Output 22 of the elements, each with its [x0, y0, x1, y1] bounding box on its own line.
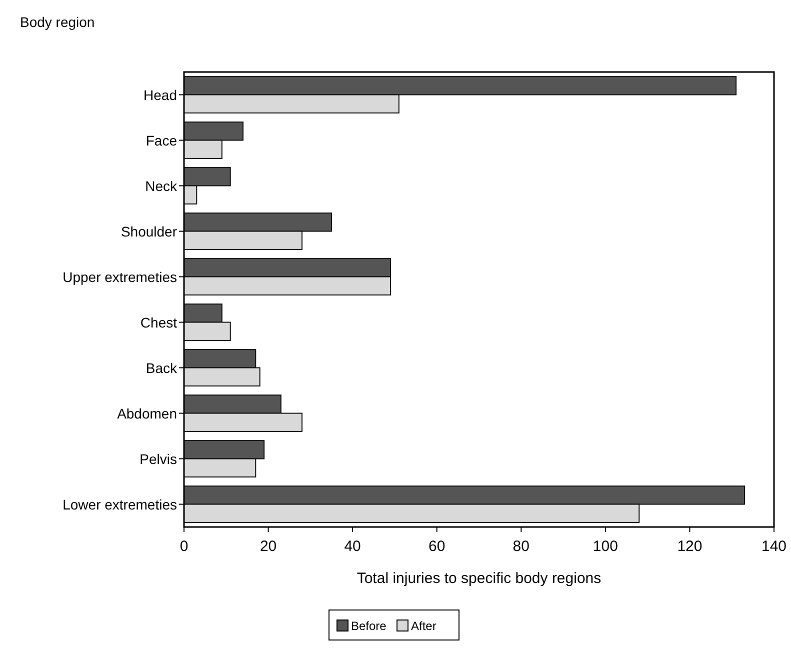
legend-label: Before: [351, 619, 387, 633]
y-tick-label: Upper extremeties: [62, 268, 177, 285]
y-tick-label: Shoulder: [120, 223, 178, 240]
x-tick-label: 60: [428, 538, 446, 555]
x-tick-label: 40: [344, 538, 361, 555]
y-tick-label: Pelvis: [140, 450, 177, 467]
x-tick-label: 0: [180, 538, 188, 555]
y-tick-label: Neck: [145, 178, 178, 194]
y-tick-label: Head: [144, 86, 177, 103]
y-tick-label: Abdomen: [117, 405, 177, 422]
y-axis-title: Body region: [20, 14, 95, 30]
x-axis-title: Total injuries to specific body regions: [356, 570, 602, 587]
x-tick-label: 120: [677, 538, 702, 555]
y-tick-label: Chest: [140, 314, 178, 330]
y-tick-label: Face: [146, 132, 178, 148]
legend-label: After: [411, 619, 436, 633]
x-tick-label: 20: [260, 538, 277, 555]
y-tick-label: Lower extremeties: [62, 496, 177, 512]
x-tick-label: 100: [592, 538, 618, 555]
x-tick-label: 80: [512, 538, 530, 555]
y-tick-label: Back: [146, 360, 178, 376]
x-tick-label: 140: [761, 538, 787, 555]
